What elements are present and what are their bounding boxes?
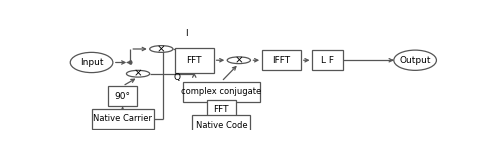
Text: Q: Q (174, 73, 180, 82)
Text: FFT: FFT (186, 56, 202, 65)
Circle shape (150, 46, 173, 52)
Text: L F: L F (322, 56, 334, 65)
Text: Native Carrier: Native Carrier (93, 114, 152, 123)
Bar (312, 50, 344, 70)
Bar (182, 82, 260, 102)
Circle shape (126, 70, 150, 77)
Text: IFFT: IFFT (272, 56, 290, 65)
Text: Native Code: Native Code (196, 121, 247, 130)
Text: ×: × (234, 55, 243, 65)
Bar (206, 100, 236, 120)
Text: I: I (185, 29, 188, 38)
Ellipse shape (70, 52, 113, 73)
Text: 90°: 90° (114, 92, 130, 101)
Text: complex conjugate: complex conjugate (181, 87, 262, 96)
Ellipse shape (394, 50, 436, 70)
Bar (175, 48, 214, 73)
Circle shape (227, 57, 250, 64)
Text: ×: × (157, 44, 166, 54)
Bar (262, 50, 301, 70)
Text: FFT: FFT (214, 105, 229, 114)
Bar (92, 109, 154, 129)
Text: Input: Input (80, 58, 104, 67)
Text: Output: Output (400, 56, 431, 65)
Bar (192, 115, 250, 135)
Bar (108, 86, 138, 106)
Text: ×: × (134, 69, 142, 79)
